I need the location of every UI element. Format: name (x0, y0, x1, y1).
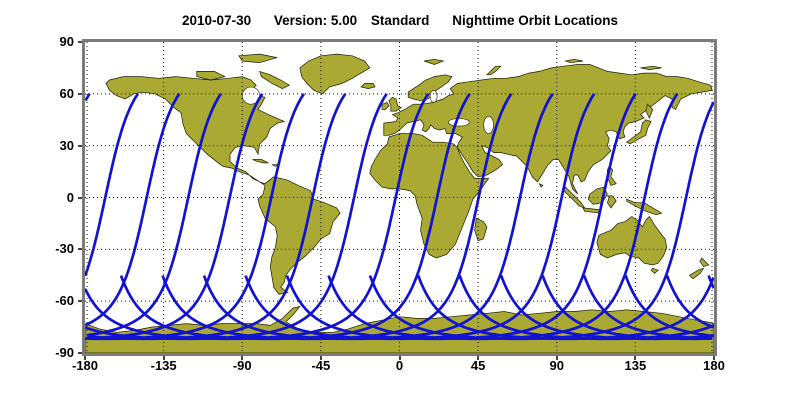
x-axis-tick-label: 135 (624, 358, 647, 373)
x-axis-tick (634, 356, 637, 360)
y-axis-tick-label: 30 (59, 137, 74, 153)
inland-seas (242, 86, 494, 134)
plot-area (85, 42, 714, 353)
y-axis-tick (78, 300, 82, 303)
x-axis-tick (713, 356, 715, 360)
y-axis-tick-label: 60 (59, 85, 74, 101)
x-axis-tick-label: 90 (549, 358, 564, 373)
x-axis-tick (241, 356, 244, 360)
x-axis-tick-label: 45 (470, 358, 486, 373)
x-axis-tick (477, 356, 480, 360)
title-mode: Standard (370, 13, 430, 28)
title-name: Nighttime Orbit Locations (452, 13, 618, 28)
x-axis-tick-label: -180 (71, 358, 99, 373)
y-axis-tick (78, 144, 82, 147)
y-axis-tick (78, 41, 82, 43)
x-axis-tick (84, 356, 86, 360)
y-axis-tick-label: 90 (59, 34, 74, 49)
figure-title: 2010-07-30 Version: 5.00 Standard Nightt… (0, 13, 800, 28)
title-date: 2010-07-30 (182, 13, 252, 28)
x-axis-tick (398, 356, 401, 360)
orbit-tracks (85, 93, 714, 341)
y-axis-tick-label: -60 (55, 293, 74, 309)
y-axis-tick (78, 196, 82, 199)
y-axis-tick-label: -90 (55, 345, 74, 360)
x-axis-tick-label: -90 (232, 358, 252, 373)
y-axis-tick (78, 248, 82, 251)
x-axis-tick (162, 356, 165, 360)
x-axis-tick-label: 180 (703, 358, 725, 373)
world-land (85, 53, 714, 353)
x-axis-tick-label: -135 (150, 358, 177, 373)
x-axis-tick-label: -45 (311, 358, 331, 373)
x-axis-tick (319, 356, 322, 360)
lat-lon-grid (85, 42, 714, 353)
y-axis-tick-label: -30 (55, 241, 74, 257)
title-version: Version: 5.00 (273, 13, 358, 28)
x-axis-tick-label: 0 (395, 358, 404, 373)
x-axis-tick (555, 356, 558, 360)
y-axis-tick (78, 92, 82, 95)
plot-frame (82, 39, 717, 356)
y-axis-tick-label: 0 (66, 189, 74, 205)
y-axis-tick (78, 352, 82, 354)
